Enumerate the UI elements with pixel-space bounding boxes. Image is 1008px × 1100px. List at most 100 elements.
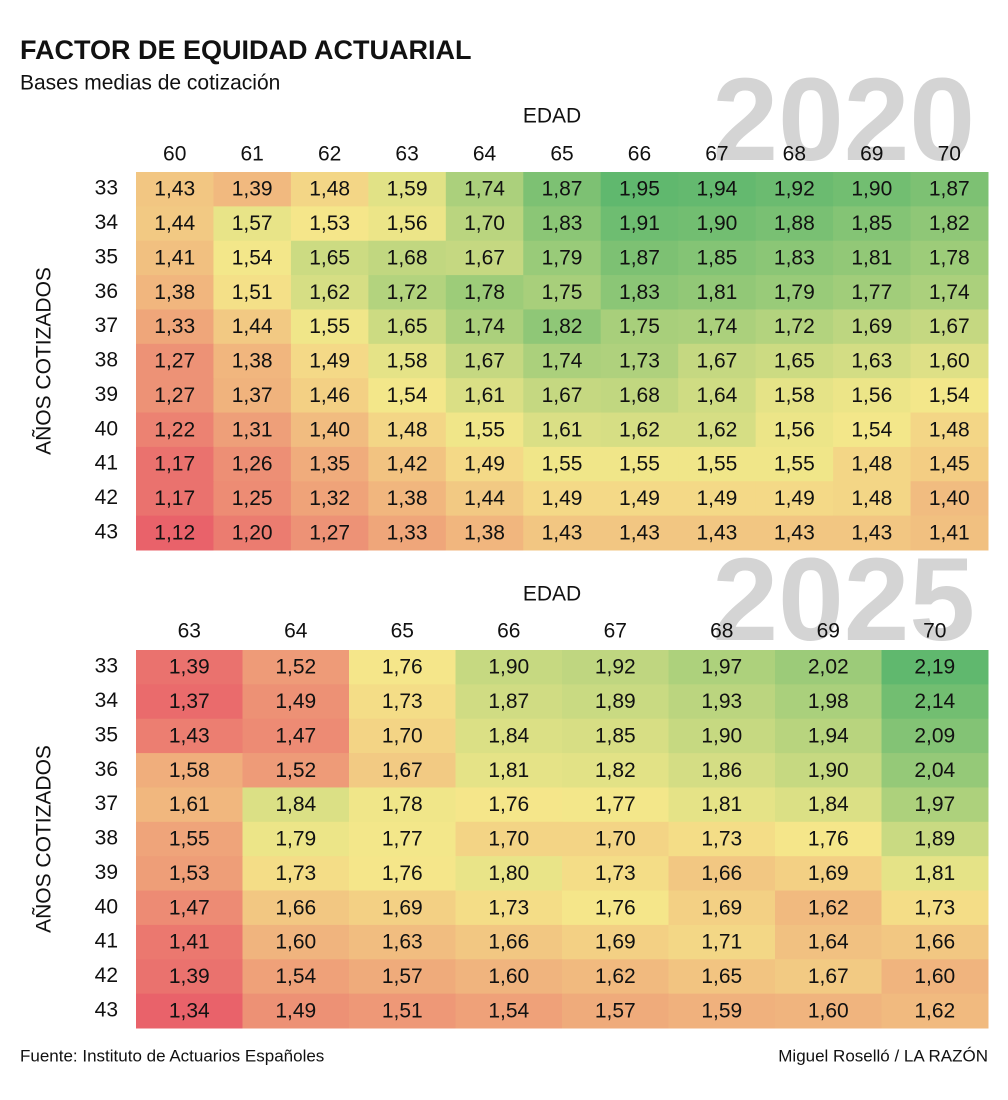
- cell-label: 1,40: [309, 418, 350, 441]
- cell-label: 1,85: [595, 724, 636, 747]
- cell-label: 1,44: [154, 212, 195, 235]
- row-header: 33: [95, 655, 118, 678]
- heat-cell: [136, 890, 243, 926]
- cell-label: 1,39: [169, 965, 210, 988]
- heat-cell: [833, 378, 912, 414]
- heat-cell: [881, 993, 989, 1029]
- heat-cell: [910, 172, 989, 207]
- heat-cell: [668, 821, 776, 857]
- heat-cell: [562, 993, 669, 1029]
- cell-label: 1,76: [808, 828, 849, 851]
- heat-cell: [136, 481, 214, 517]
- heat-cell: [668, 787, 776, 823]
- heat-cell: [881, 924, 989, 960]
- cell-label: 1,58: [169, 759, 210, 782]
- cell-label: 1,54: [232, 246, 273, 269]
- heat-cell: [562, 890, 669, 926]
- heat-cell: [445, 206, 524, 242]
- heat-cell: [600, 275, 679, 310]
- cell-label: 1,61: [169, 793, 210, 816]
- cell-label: 1,48: [851, 453, 892, 476]
- cell-label: 1,60: [929, 350, 970, 373]
- heat-cell: [445, 481, 524, 517]
- cell-label: 1,81: [488, 759, 529, 782]
- heat-cell: [775, 993, 882, 1029]
- cell-label: 1,70: [464, 212, 505, 235]
- heat-cell: [242, 684, 350, 720]
- cell-label: 1,90: [696, 212, 737, 235]
- heat-cell: [213, 378, 292, 414]
- heat-cell: [668, 684, 776, 720]
- heat-cell: [136, 206, 214, 242]
- heat-cell: [368, 275, 447, 310]
- heat-cell: [523, 515, 602, 551]
- cell-label: 1,48: [309, 178, 350, 201]
- heat-cell: [445, 515, 524, 551]
- cell-label: 1,33: [387, 521, 428, 544]
- cell-label: 1,64: [808, 931, 849, 954]
- heat-cell: [523, 412, 602, 448]
- cell-label: 1,55: [309, 315, 350, 338]
- heat-cell: [213, 240, 292, 276]
- cell-label: 1,55: [696, 453, 737, 476]
- heat-cell: [290, 172, 369, 207]
- heat-cell: [678, 240, 757, 276]
- heat-cell: [668, 718, 776, 754]
- heat-cell: [833, 206, 912, 242]
- cell-label: 1,56: [851, 384, 892, 407]
- watermark: 2020: [712, 54, 975, 186]
- heat-cell: [368, 240, 447, 276]
- heat-cell: [562, 684, 669, 720]
- heat-cell: [455, 650, 563, 685]
- cell-label: 1,62: [619, 418, 660, 441]
- heat-cell: [349, 650, 456, 685]
- cell-label: 1,75: [542, 281, 583, 304]
- heat-cell: [136, 240, 214, 276]
- heat-cell: [678, 481, 757, 517]
- cell-label: 1,42: [387, 453, 428, 476]
- cell-label: 1,69: [851, 315, 892, 338]
- heat-cell: [833, 343, 912, 379]
- cell-label: 1,41: [169, 931, 210, 954]
- heat-cell: [910, 275, 989, 310]
- cell-label: 1,79: [542, 246, 583, 269]
- heat-cell: [349, 821, 456, 857]
- cell-label: 1,43: [851, 521, 892, 544]
- column-header: 61: [241, 143, 264, 166]
- heat-cell: [562, 787, 669, 823]
- row-header: 39: [95, 861, 118, 884]
- cell-label: 1,41: [929, 521, 970, 544]
- heat-cell: [668, 924, 776, 960]
- heat-cell: [562, 924, 669, 960]
- heat-cell: [600, 378, 679, 414]
- heat-cell: [775, 924, 882, 960]
- heat-cell: [136, 856, 243, 892]
- row-header: 36: [95, 758, 118, 781]
- cell-label: 1,64: [696, 384, 737, 407]
- heat-cell: [755, 481, 834, 517]
- x-axis-label: EDAD: [523, 105, 581, 128]
- heat-cell: [136, 446, 214, 482]
- cell-label: 1,69: [382, 896, 423, 919]
- heat-cell: [455, 890, 563, 926]
- cell-label: 1,37: [169, 690, 210, 713]
- column-header: 68: [783, 143, 806, 166]
- heat-cell: [290, 378, 369, 414]
- cell-label: 1,57: [595, 999, 636, 1022]
- heat-cell: [368, 172, 447, 207]
- cell-label: 2,19: [914, 656, 955, 679]
- row-header: 36: [95, 280, 118, 303]
- column-header: 68: [710, 620, 733, 643]
- heat-cell: [445, 309, 524, 345]
- heat-cell: [600, 515, 679, 551]
- cell-label: 1,70: [382, 724, 423, 747]
- cell-label: 1,60: [914, 965, 955, 988]
- cell-label: 1,79: [275, 828, 316, 851]
- heat-cell: [668, 753, 776, 788]
- cell-label: 1,38: [464, 521, 505, 544]
- cell-label: 1,45: [929, 453, 970, 476]
- cell-label: 1,34: [169, 999, 210, 1022]
- cell-label: 1,12: [154, 521, 195, 544]
- cell-label: 1,27: [154, 350, 195, 373]
- heat-cell: [455, 753, 563, 788]
